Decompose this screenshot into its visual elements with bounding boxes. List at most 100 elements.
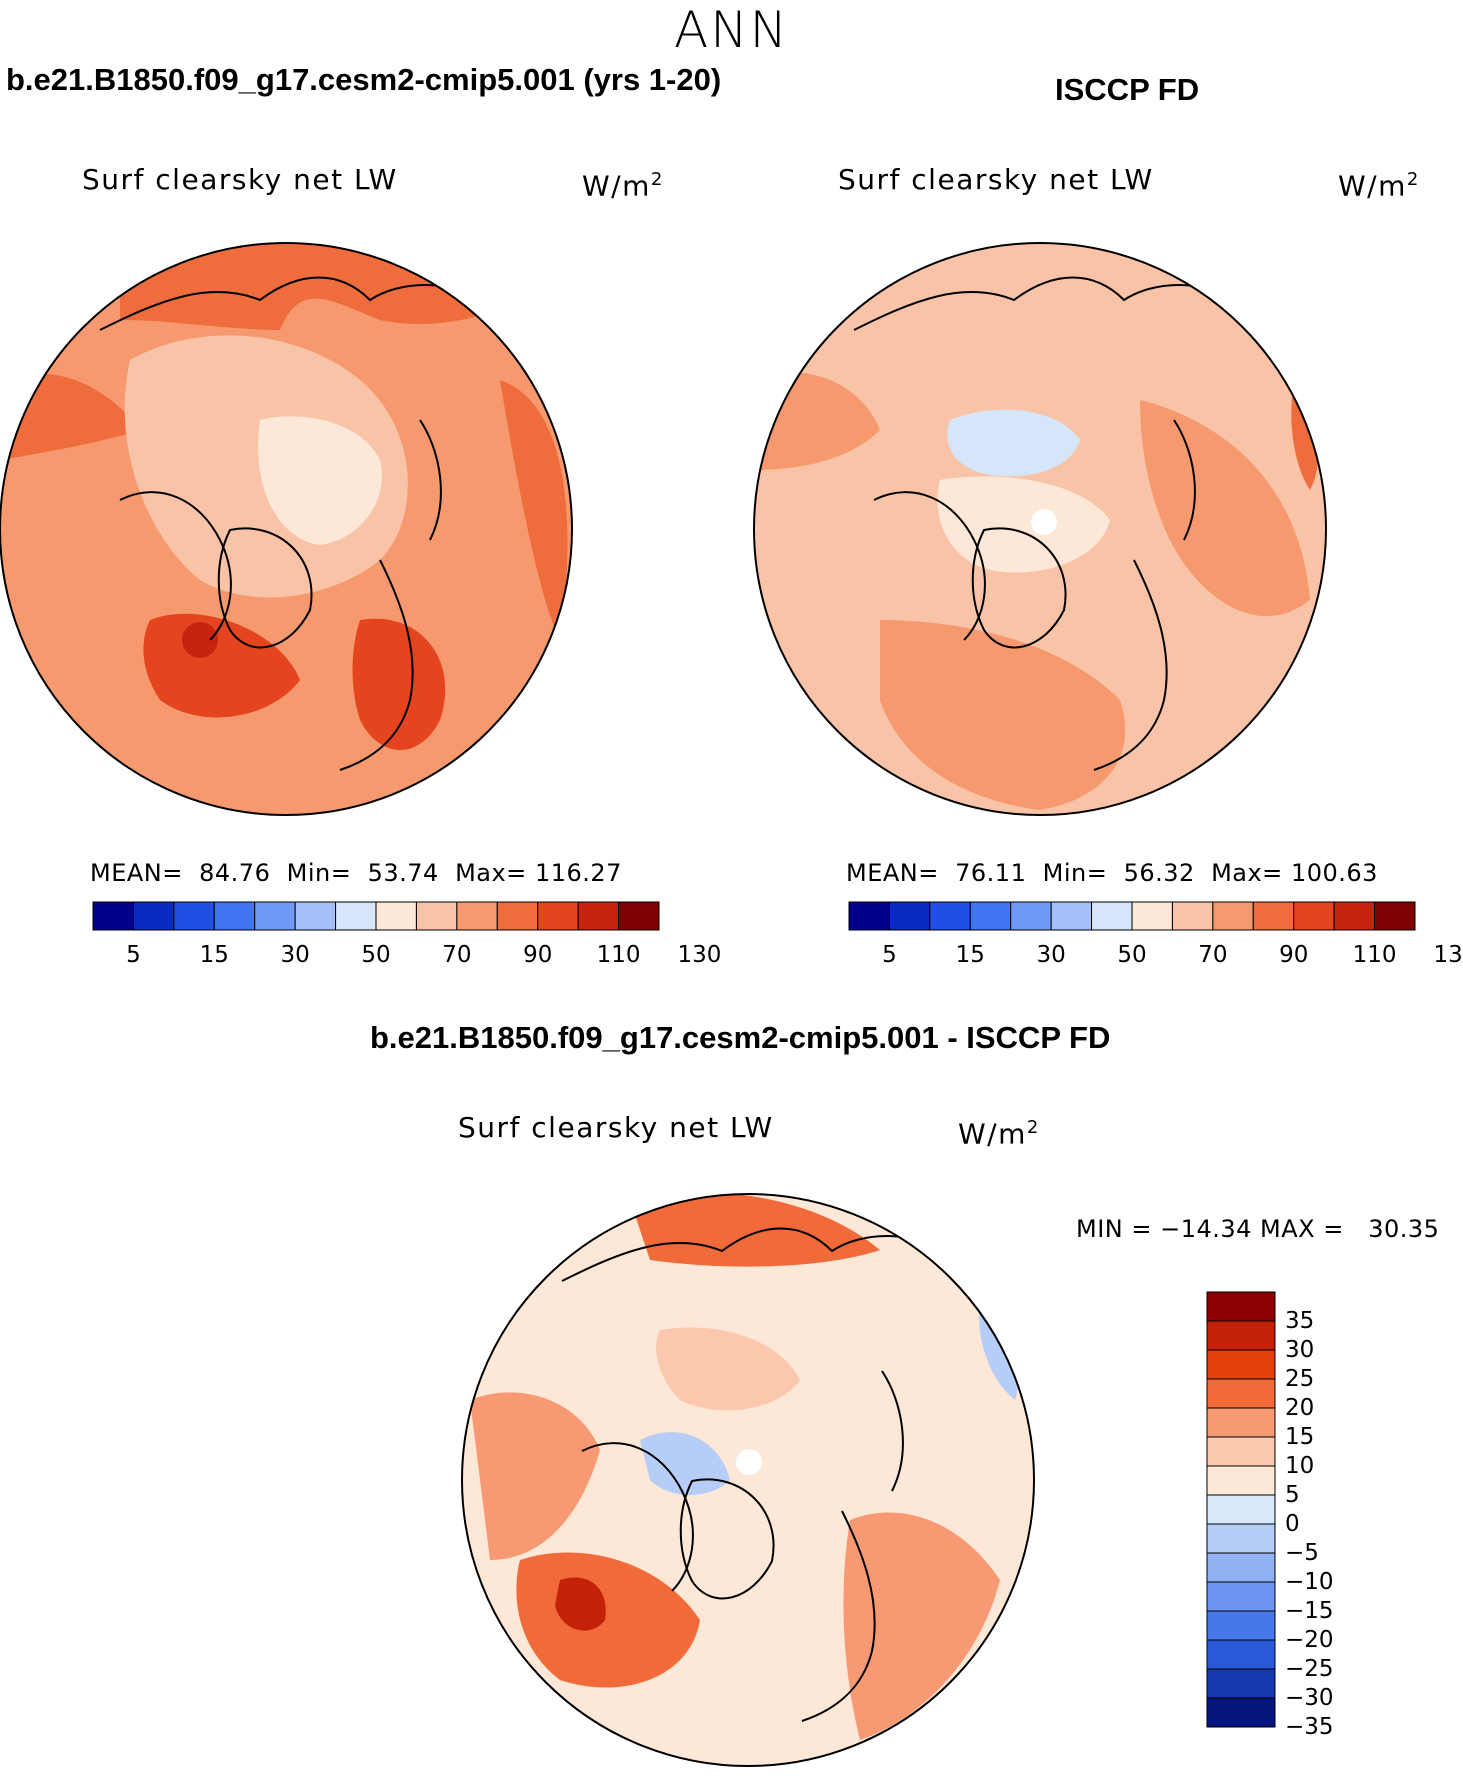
map-1-alaska-warm — [0, 373, 140, 460]
map-diff-pacific-warm — [843, 1512, 1000, 1740]
colorbar-1-swatch — [132, 901, 175, 931]
colorbar-2-swatch — [888, 901, 931, 931]
colorbar-1-swatch — [537, 901, 579, 931]
map-diff — [461, 1193, 1035, 1767]
colorbar-diff-swatch — [1206, 1291, 1276, 1322]
colorbar-diff-tick-label: −35 — [1285, 1714, 1334, 1740]
map-diff-siberia-warm — [630, 1194, 880, 1267]
map-2-boundary — [753, 242, 1327, 816]
colorbar-diff-swatch — [1206, 1581, 1276, 1612]
colorbar-diff-swatch — [1206, 1320, 1276, 1351]
colorbar-1-swatch — [456, 901, 498, 931]
map-diff-boundary — [461, 1193, 1035, 1767]
colorbar-1-tick-label: 110 — [596, 942, 641, 968]
diff-panel-variable-label: Surf clearsky net LW — [458, 1111, 774, 1144]
colorbar-diff-swatch — [1206, 1610, 1276, 1641]
colorbar-diff-swatch — [1206, 1465, 1276, 1496]
map-2 — [753, 242, 1327, 816]
colorbar-1-swatch — [173, 901, 215, 931]
colorbar-1-tick-label: 130 — [677, 942, 722, 968]
colorbar-diff-tick-label: −20 — [1285, 1627, 1334, 1653]
colorbar-1-tick-label: 5 — [126, 942, 141, 968]
colorbar-1-swatch — [415, 901, 458, 931]
colorbar-2-swatch — [969, 901, 1012, 931]
colorbar-diff-tick-label: −10 — [1285, 1569, 1334, 1595]
colorbar-diff-swatch — [1206, 1697, 1276, 1728]
colorbar-2-swatch — [1333, 901, 1376, 931]
colorbar-2 — [848, 901, 1416, 931]
panel-1-variable-label: Surf clearsky net LW — [82, 163, 398, 196]
panel-2-units-label: W/m2 — [1338, 169, 1420, 203]
map-2-pacific-warm — [1140, 400, 1310, 617]
map-diff-arctic-warm — [656, 1327, 800, 1411]
colorbar-diff-swatch — [1206, 1407, 1276, 1438]
colorbar-2-swatch — [1171, 901, 1214, 931]
colorbar-diff-swatch — [1206, 1523, 1276, 1554]
map-1-pacific-warm — [500, 380, 568, 640]
colorbar-diff-tick-label: 10 — [1285, 1453, 1315, 1479]
colorbar-2-swatch — [848, 901, 890, 931]
colorbar-diff-swatch — [1206, 1349, 1276, 1380]
colorbar-1-swatch — [254, 901, 296, 931]
colorbar-1-swatch — [577, 901, 620, 931]
colorbar-diff-swatch — [1206, 1494, 1276, 1525]
colorbar-diff-swatch — [1206, 1436, 1276, 1467]
colorbar-diff-swatch — [1206, 1668, 1276, 1699]
season-title: ANN — [673, 1, 789, 59]
map-1-norwegian-hot — [352, 618, 446, 750]
colorbar-1-swatch — [294, 901, 337, 931]
colorbar-diff-swatch — [1206, 1552, 1276, 1583]
map-2-polar-cap — [937, 476, 1110, 573]
colorbar-diff-tick-label: −15 — [1285, 1598, 1334, 1624]
colorbar-2-swatch — [1010, 901, 1052, 931]
panel-1-stats: MEAN= 84.76 Min= 53.74 Max= 116.27 — [90, 859, 622, 887]
colorbar-diff-tick-label: −5 — [1285, 1540, 1319, 1566]
colorbar-diff-tick-label: 5 — [1285, 1482, 1300, 1508]
map-1-polar-cap — [258, 416, 382, 545]
colorbar-1-tick-label: 15 — [199, 942, 229, 968]
map-2-pole-gap — [1031, 509, 1057, 535]
colorbar-2-swatch — [1252, 901, 1295, 931]
panel-1-title: b.e21.B1850.f09_g17.cesm2-cmip5.001 (yrs… — [6, 62, 722, 97]
panel-1-units-label: W/m2 — [582, 169, 664, 203]
colorbar-2-tick-label: 130 — [1433, 942, 1463, 968]
map-diff-pole-gap — [736, 1449, 762, 1475]
colorbar-1-tick-label: 50 — [361, 942, 391, 968]
map-diff-max-spot — [555, 1577, 606, 1631]
colorbar-2-swatch — [1050, 901, 1093, 931]
colorbar-diff-tick-label: 35 — [1285, 1308, 1315, 1334]
colorbar-diff-tick-label: −25 — [1285, 1656, 1334, 1682]
colorbar-diff-swatch — [1206, 1639, 1276, 1670]
colorbar-diff — [1206, 1291, 1276, 1728]
colorbar-2-tick-label: 50 — [1117, 942, 1147, 968]
colorbar-1-tick-label: 30 — [280, 942, 310, 968]
map-2-coastlines — [853, 276, 1235, 771]
colorbar-2-tick-label: 30 — [1036, 942, 1066, 968]
colorbar-diff-tick-label: −30 — [1285, 1685, 1334, 1711]
colorbar-diff-tick-label: 30 — [1285, 1337, 1315, 1363]
colorbar-1 — [92, 901, 660, 931]
map-2-atlantic-warm — [880, 620, 1126, 810]
colorbar-diff-tick-label: 15 — [1285, 1424, 1315, 1450]
panel-2-stats: MEAN= 76.11 Min= 56.32 Max= 100.63 — [846, 859, 1378, 887]
map-1-boundary — [0, 242, 573, 816]
colorbar-2-tick-label: 5 — [882, 942, 897, 968]
colorbar-diff-tick-label: 0 — [1285, 1511, 1300, 1537]
colorbar-1-swatch — [496, 901, 539, 931]
colorbar-1-swatch — [335, 901, 377, 931]
colorbar-2-tick-label: 15 — [955, 942, 985, 968]
map-1-coastlines — [99, 276, 481, 771]
colorbar-diff-swatch — [1206, 1378, 1276, 1409]
colorbar-2-swatch — [1212, 901, 1254, 931]
colorbar-1-tick-label: 70 — [442, 942, 472, 968]
colorbar-diff-tick-label: 25 — [1285, 1366, 1315, 1392]
panel-2-title: ISCCP FD — [1055, 72, 1200, 107]
diff-panel-title: b.e21.B1850.f09_g17.cesm2-cmip5.001 - IS… — [370, 1020, 1111, 1055]
colorbar-2-swatch — [1374, 901, 1416, 931]
colorbar-2-tick-label: 90 — [1279, 942, 1309, 968]
map-diff-alaska-warm — [470, 1392, 600, 1560]
map-1-max-spot — [182, 622, 218, 658]
colorbar-2-tick-label: 70 — [1198, 942, 1228, 968]
colorbar-diff-tick-label: 20 — [1285, 1395, 1315, 1421]
